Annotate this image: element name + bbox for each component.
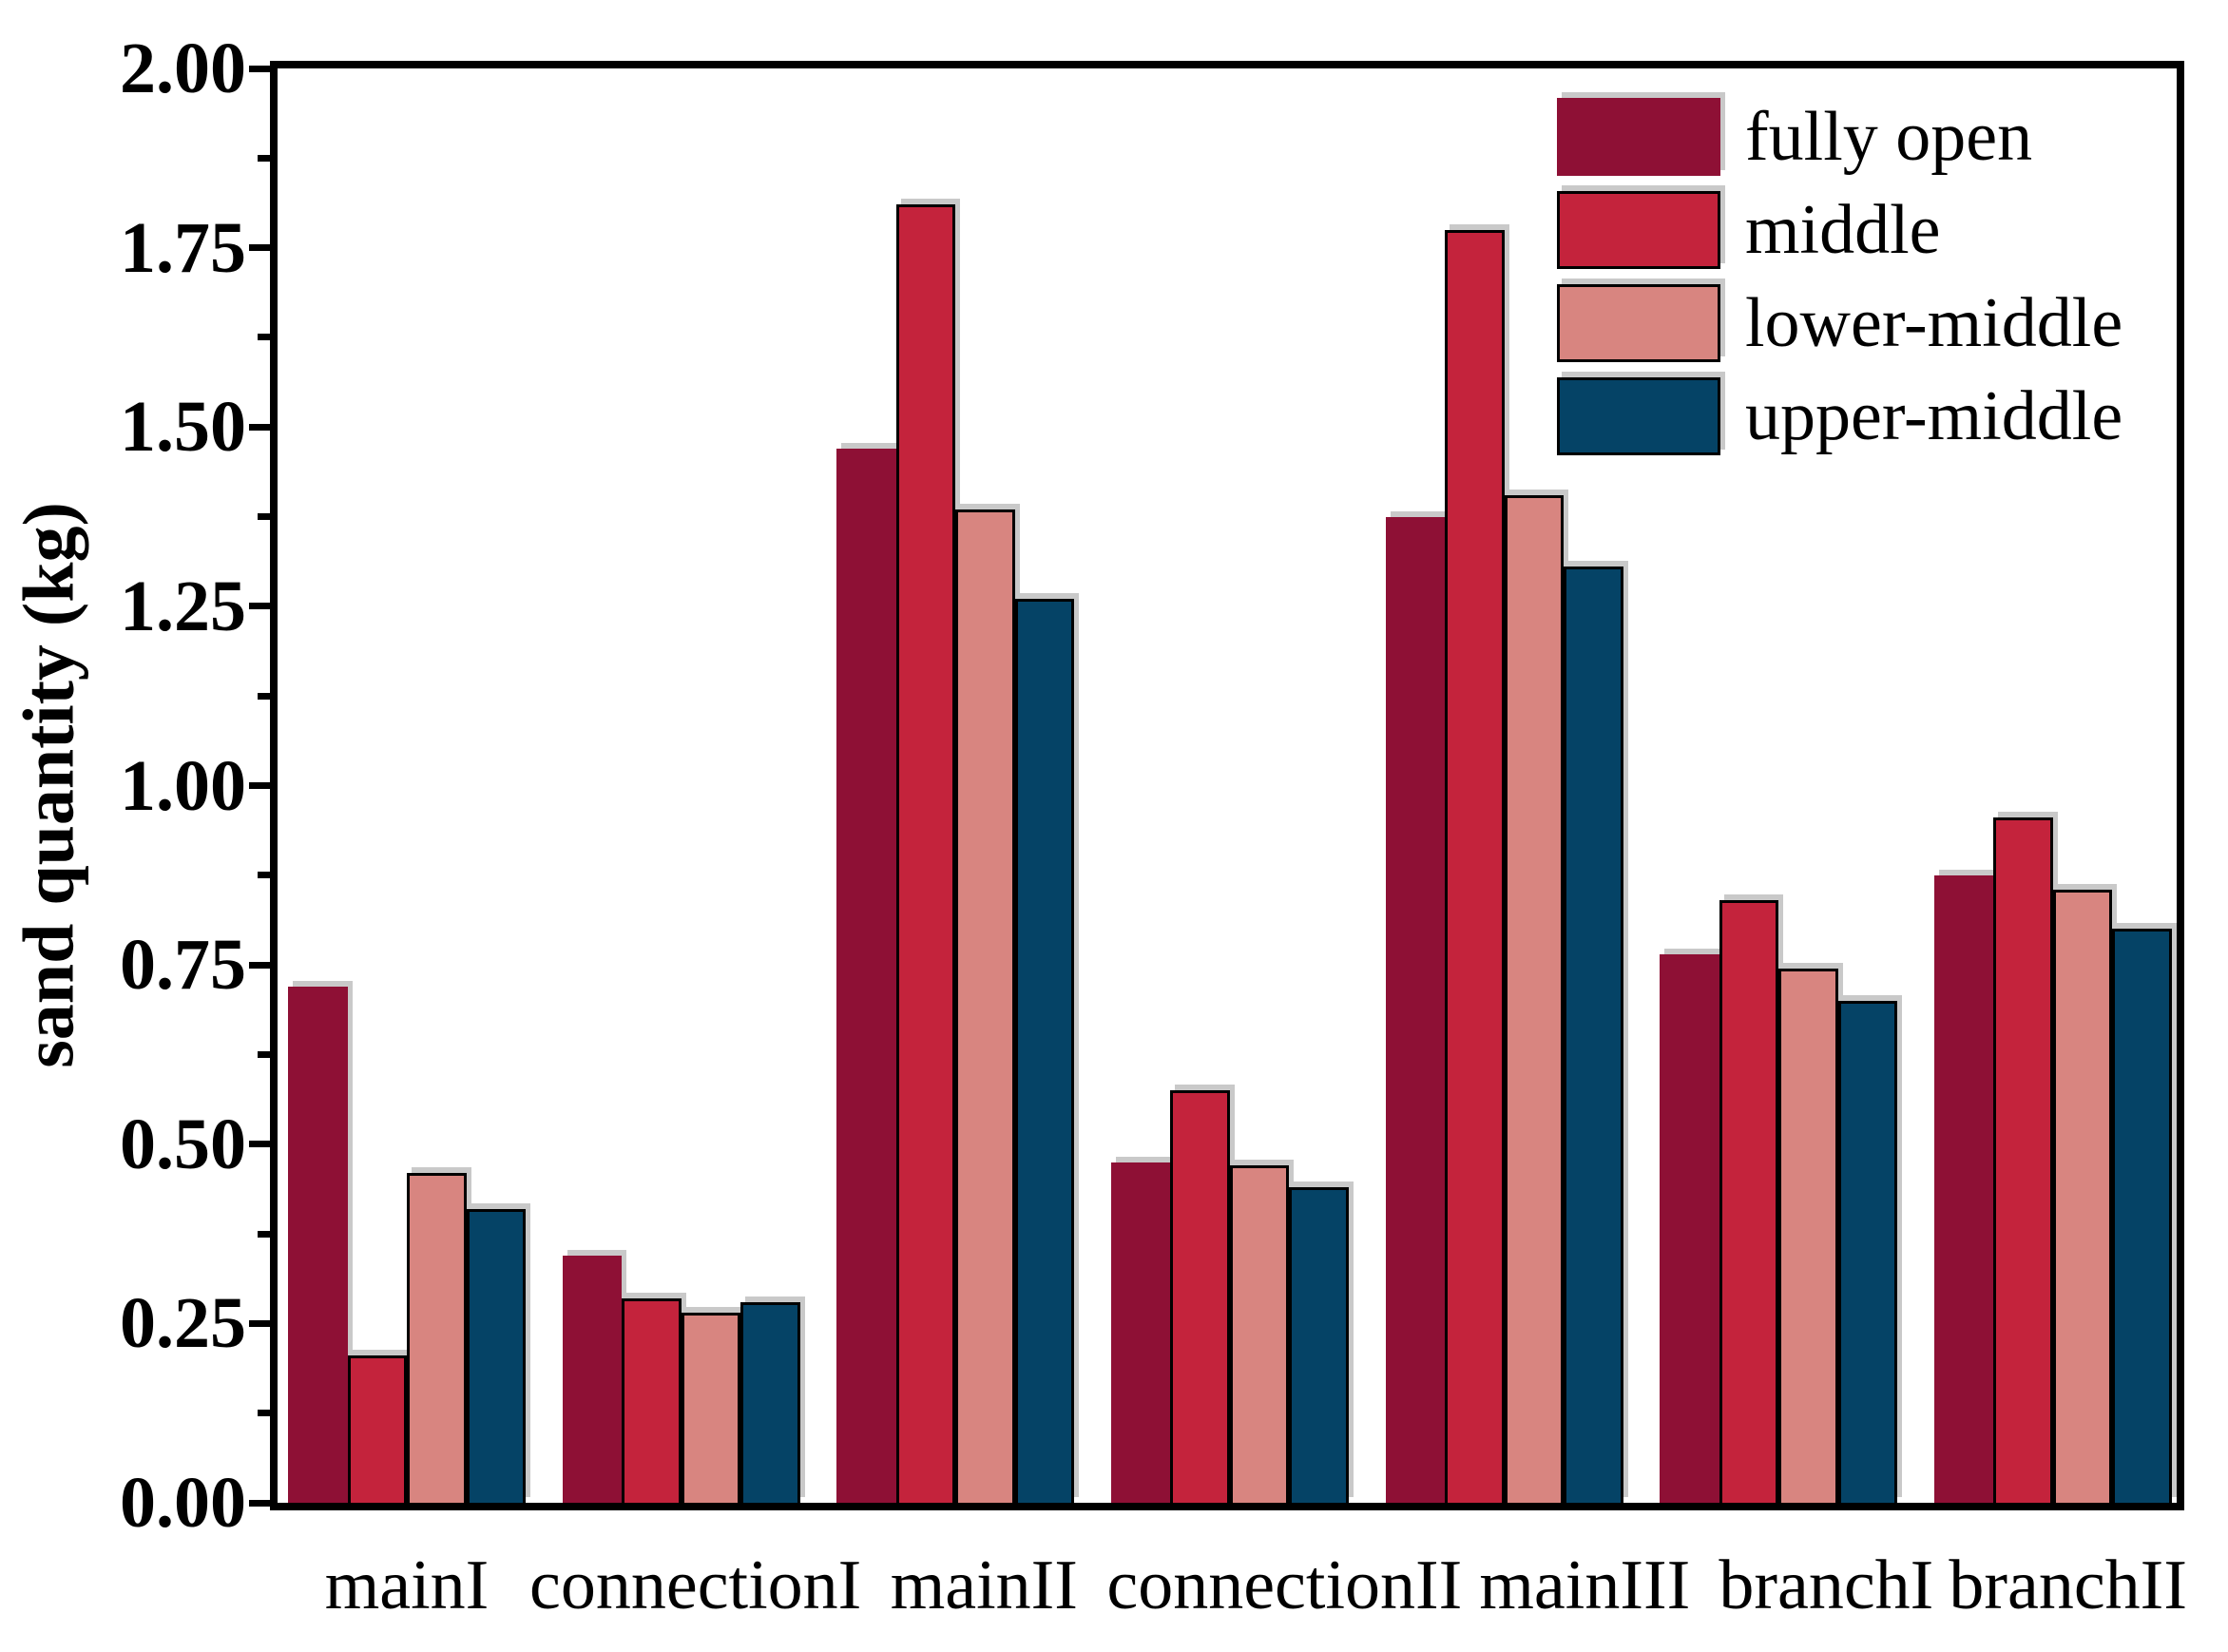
y-minor-tick [258, 1050, 270, 1058]
bar-mainii-upper-middle [1014, 599, 1075, 1503]
bar-mainiii-fully-open [1385, 516, 1446, 1503]
y-minor-tick [258, 513, 270, 521]
y-tick-label-0.00: 0.00 [120, 1463, 246, 1543]
legend-item-lower-middle: lower-middle [1557, 284, 2122, 362]
legend-swatch-lower-middle [1557, 284, 1720, 362]
bar-branchii-upper-middle [2112, 929, 2172, 1503]
y-minor-tick [258, 1410, 270, 1417]
bar-group-branchi [1660, 68, 1898, 1503]
plot-area: 0.00 0.25 0.50 0.75 1.00 1.25 1.50 1.75 2.00 [120, 32, 2184, 1539]
bar-connectionii-middle [1170, 1090, 1230, 1503]
y-tick-label-0.25: 0.25 [120, 1283, 246, 1364]
y-tick-label-0.75: 0.75 [120, 925, 246, 1006]
bar-mainiii-upper-middle [1564, 567, 1623, 1503]
bar-maini-upper-middle [466, 1208, 526, 1503]
y-major-tick-0.00 [249, 1499, 270, 1507]
legend-label-fully-open: fully open [1745, 98, 2033, 176]
y-major-tick-1.75 [249, 244, 270, 252]
bar-branchi-lower-middle [1778, 968, 1838, 1503]
bar-connectioni-fully-open [562, 1255, 623, 1503]
bar-mainii-fully-open [836, 448, 896, 1503]
x-axis-label-mainii: mainII [890, 1546, 1078, 1624]
bar-connectioni-upper-middle [740, 1301, 800, 1503]
bar-mainiii-lower-middle [1504, 494, 1565, 1503]
bar-mainii-lower-middle [955, 509, 1015, 1503]
bar-branchi-upper-middle [1837, 1000, 1898, 1503]
bar-maini-middle [347, 1355, 407, 1503]
y-minor-tick [258, 872, 270, 879]
bar-group-connectionii [1110, 68, 1349, 1503]
bar-mainiii-middle [1445, 229, 1505, 1503]
y-tick-label-1.25: 1.25 [120, 566, 246, 646]
bar-connectionii-fully-open [1110, 1162, 1171, 1503]
bar-branchi-middle [1719, 900, 1779, 1503]
bar-groups [278, 68, 2177, 1503]
bar-group-mainii [836, 68, 1075, 1503]
bar-connectionii-lower-middle [1229, 1165, 1290, 1503]
legend-item-fully-open: fully open [1557, 98, 2122, 176]
bar-branchi-fully-open [1660, 953, 1719, 1503]
y-major-tick-2.00 [249, 65, 270, 72]
x-axis-label-branchii: branchII [1949, 1546, 2187, 1624]
bar-maini-lower-middle [407, 1172, 467, 1503]
legend-label-upper-middle: upper-middle [1745, 377, 2123, 455]
legend-swatch-fully-open [1557, 98, 1720, 176]
y-major-tick-1.25 [249, 603, 270, 610]
bar-group-maini [288, 68, 526, 1503]
bar-group-mainiii [1385, 68, 1623, 1503]
legend-swatch-middle [1557, 191, 1720, 269]
legend-label-middle: middle [1745, 191, 1941, 269]
x-axis-label-branchi: branchI [1719, 1546, 1934, 1624]
y-major-tick-0.75 [249, 961, 270, 969]
y-minor-tick [258, 334, 270, 341]
bar-group-connectioni [562, 68, 800, 1503]
x-axis-label-connectioni: connectionI [529, 1546, 862, 1624]
y-tick-label-0.50: 0.50 [120, 1104, 246, 1184]
bar-branchii-lower-middle [2052, 889, 2113, 1503]
bar-group-branchii [1933, 68, 2172, 1503]
y-minor-tick [258, 1230, 270, 1238]
bar-branchii-fully-open [1933, 874, 1994, 1503]
x-axis-labels: mainI connectionI mainII connectionII mainII… [278, 1546, 2192, 1624]
bar-connectioni-lower-middle [681, 1313, 741, 1503]
bar-connectioni-middle [622, 1297, 682, 1503]
bar-maini-fully-open [288, 986, 348, 1503]
bar-mainii-middle [895, 204, 956, 1503]
y-tick-label-2.00: 2.00 [120, 29, 246, 108]
bar-connectionii-upper-middle [1289, 1187, 1349, 1503]
y-tick-label-1.75: 1.75 [120, 207, 246, 288]
legend-item-upper-middle: upper-middle [1557, 377, 2122, 455]
bar-branchii-middle [1993, 817, 2053, 1503]
legend-item-middle: middle [1557, 191, 2122, 269]
y-tick-label-1.50: 1.50 [120, 387, 246, 468]
legend-label-lower-middle: lower-middle [1745, 284, 2123, 362]
y-minor-tick [258, 154, 270, 162]
y-major-tick-1.50 [249, 423, 270, 431]
y-major-tick-0.25 [249, 1319, 270, 1327]
legend-swatch-upper-middle [1557, 377, 1720, 455]
y-minor-tick [258, 692, 270, 700]
x-axis-label-connectionii: connectionII [1106, 1546, 1463, 1624]
legend: fully open middle lower-middle upper-middle [1557, 98, 2122, 471]
y-major-tick-0.50 [249, 1141, 270, 1148]
x-axis-label-mainiii: mainIII [1479, 1546, 1691, 1624]
x-axis-label-maini: mainI [324, 1546, 490, 1624]
y-major-tick-1.00 [249, 782, 270, 789]
y-tick-label-1.00: 1.00 [120, 745, 246, 826]
